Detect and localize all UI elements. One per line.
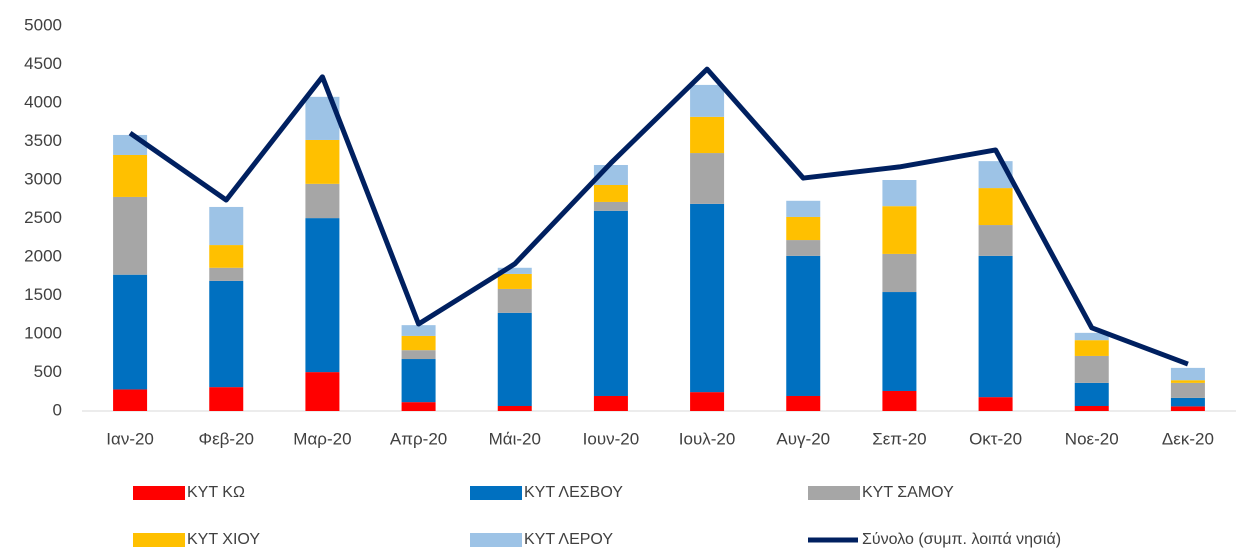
legend-label: ΚΥΤ ΛΕΣΒΟΥ — [524, 484, 623, 501]
x-tick-label: Νοε-20 — [1065, 429, 1119, 448]
bar-segment — [305, 183, 340, 219]
bar-segment — [1074, 340, 1109, 356]
bar-segment — [1170, 380, 1205, 383]
y-tick-label: 500 — [34, 362, 62, 381]
y-tick-label: 2000 — [24, 246, 62, 265]
legend-label: ΚΥΤ ΣΑΜΟΥ — [862, 484, 954, 501]
legend-swatch — [133, 533, 185, 547]
bar-segment — [593, 395, 628, 411]
legend-label: ΚΥΤ ΛΕΡΟΥ — [524, 531, 613, 548]
bar-segment — [1074, 405, 1109, 411]
bar-segment — [209, 280, 244, 388]
legend-label: Σύνολο (συμπ. λοιπά νησιά) — [862, 531, 1061, 548]
bar-segment — [497, 267, 532, 274]
bar-segment — [978, 188, 1013, 226]
legend-label: ΚΥΤ ΚΩ — [187, 484, 245, 501]
x-tick-label: Δεκ-20 — [1162, 429, 1214, 448]
bar-segment — [593, 210, 628, 396]
bar-segment — [978, 225, 1013, 256]
legend-label: ΚΥΤ ΧΙΟΥ — [187, 531, 260, 548]
bar-segment — [593, 185, 628, 202]
legend-swatch — [808, 486, 860, 500]
bar-segment — [113, 389, 148, 411]
bar-segment — [786, 200, 821, 217]
bar-segment — [786, 395, 821, 411]
bar-segment — [497, 405, 532, 411]
bar-segment — [209, 245, 244, 268]
legend-swatch — [470, 486, 522, 500]
bar-segment — [1170, 382, 1205, 398]
y-tick-label: 4000 — [24, 92, 62, 111]
x-tick-label: Μαρ-20 — [293, 429, 351, 448]
y-tick-label: 4500 — [24, 54, 62, 73]
bar-segment — [305, 218, 340, 373]
bar-segment — [1074, 382, 1109, 406]
bar-segment — [1170, 406, 1205, 411]
y-tick-label: 2500 — [24, 208, 62, 227]
bar-segment — [209, 267, 244, 281]
bar-segment — [113, 274, 148, 390]
y-tick-label: 5000 — [24, 15, 62, 34]
legend-swatch — [470, 533, 522, 547]
y-tick-label: 0 — [53, 400, 62, 419]
x-tick-label: Οκτ-20 — [969, 429, 1022, 448]
bar-segment — [401, 325, 436, 336]
bar-segment — [401, 335, 436, 351]
bar-segment — [978, 397, 1013, 411]
bar-segment — [690, 84, 725, 117]
legend-swatch — [133, 486, 185, 500]
x-tick-label: Μάι-20 — [489, 429, 541, 448]
bar-segment — [690, 392, 725, 411]
x-tick-label: Ιουλ-20 — [679, 429, 736, 448]
bar-segment — [786, 255, 821, 396]
bar-segment — [305, 139, 340, 184]
bar-segment — [401, 359, 436, 403]
x-tick-label: Ιουν-20 — [583, 429, 640, 448]
bar-segment — [786, 240, 821, 256]
bar-segment — [209, 387, 244, 411]
bar-segment — [882, 253, 917, 293]
y-tick-label: 3000 — [24, 169, 62, 188]
bar-segment — [113, 154, 148, 197]
bar-segment — [113, 196, 148, 275]
y-tick-label: 1500 — [24, 285, 62, 304]
bar-segment — [305, 372, 340, 411]
bar-segment — [1074, 355, 1109, 383]
total-line — [128, 66, 1189, 367]
bar-segment — [497, 312, 532, 406]
bar-segment — [690, 203, 725, 393]
bar-segment — [1074, 332, 1109, 341]
x-tick-label: Ιαν-20 — [106, 429, 154, 448]
bar-segment — [1170, 397, 1205, 407]
x-tick-label: Σεπ-20 — [872, 429, 926, 448]
bar-segment — [882, 292, 917, 391]
bar-segment — [1170, 367, 1205, 381]
bar-segment — [882, 180, 917, 207]
bar-segment — [882, 206, 917, 254]
bar-segment — [401, 350, 436, 360]
bar-segment — [497, 288, 532, 313]
bar-segment — [593, 201, 628, 211]
x-tick-label: Φεβ-20 — [199, 429, 255, 448]
bar-segment — [786, 216, 821, 241]
bar-segment — [113, 134, 148, 155]
bar-segment — [882, 390, 917, 411]
bar-segment — [401, 402, 436, 411]
bar-segment — [690, 153, 725, 204]
bar-segment — [978, 255, 1013, 398]
y-tick-label: 3500 — [24, 131, 62, 150]
x-tick-label: Αυγ-20 — [776, 429, 830, 448]
bar-segment — [690, 116, 725, 154]
x-tick-label: Απρ-20 — [390, 429, 447, 448]
bar-segment — [209, 206, 244, 246]
legend: ΚΥΤ ΚΩ ΚΥΤ ΛΕΣΒΟΥ ΚΥΤ ΣΑΜΟΥ ΚΥΤ ΧΙΟΥ ΚΥΤ ΛΕΡ… — [133, 484, 1061, 548]
y-tick-label: 1000 — [24, 323, 62, 342]
bar-segment — [497, 273, 532, 289]
